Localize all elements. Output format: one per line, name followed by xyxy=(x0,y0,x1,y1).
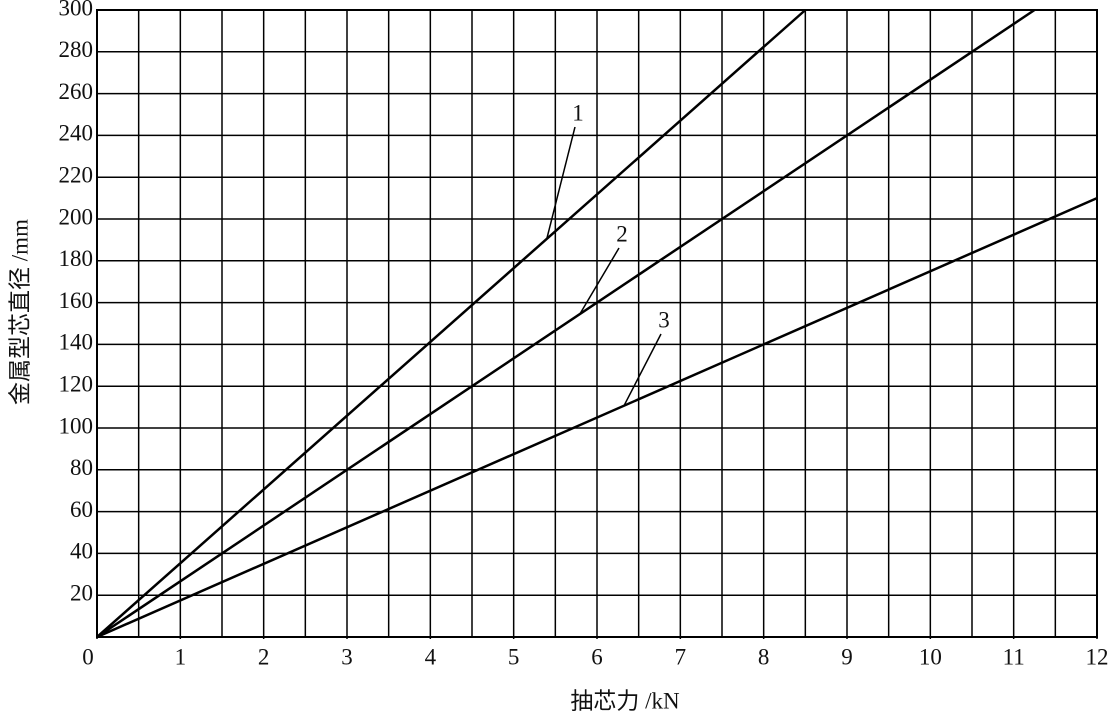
y-tick-label: 200 xyxy=(59,204,94,229)
y-tick-label: 180 xyxy=(59,246,94,271)
x-tick-label: 10 xyxy=(919,644,942,669)
leader-line xyxy=(546,126,576,240)
x-tick-label: 12 xyxy=(1086,644,1109,669)
x-tick-label: 9 xyxy=(841,644,853,669)
x-tick-label: 0 xyxy=(82,644,94,669)
x-tick-label: 1 xyxy=(175,644,187,669)
data-line xyxy=(96,196,1098,639)
y-tick-label: 20 xyxy=(70,580,93,605)
x-tick-label: 3 xyxy=(341,644,353,669)
y-tick-label: 140 xyxy=(59,330,94,355)
y-tick-label: 260 xyxy=(59,79,94,104)
x-tick-label: 5 xyxy=(508,644,520,669)
leader-line xyxy=(579,247,620,315)
series-label: 3 xyxy=(658,307,670,332)
y-axis-label: 金属型芯直径 /mm xyxy=(7,219,32,405)
x-tick-label: 6 xyxy=(591,644,603,669)
y-tick-label: 60 xyxy=(70,497,93,522)
series-label: 1 xyxy=(572,100,584,125)
x-tick-label: 4 xyxy=(425,644,437,669)
y-tick-label: 40 xyxy=(70,539,93,564)
y-tick-label: 300 xyxy=(59,0,94,20)
plot-frame xyxy=(96,9,1098,638)
y-tick-label: 240 xyxy=(59,121,94,146)
y-tick-label: 160 xyxy=(59,288,94,313)
y-tick-label: 220 xyxy=(59,162,94,187)
y-tick-label: 100 xyxy=(59,413,94,438)
y-tick-label: 120 xyxy=(59,371,94,396)
y-tick-label: 280 xyxy=(59,37,94,62)
data-line xyxy=(96,8,1036,639)
x-tick-label: 11 xyxy=(1003,644,1025,669)
x-axis-label: 抽芯力 /kN xyxy=(570,688,680,713)
y-tick-label: 80 xyxy=(70,455,93,480)
x-tick-label: 2 xyxy=(258,644,270,669)
leader-line xyxy=(623,333,662,407)
x-tick-label: 8 xyxy=(758,644,770,669)
data-line xyxy=(96,9,807,638)
series-label: 2 xyxy=(616,221,628,246)
x-tick-label: 7 xyxy=(675,644,687,669)
